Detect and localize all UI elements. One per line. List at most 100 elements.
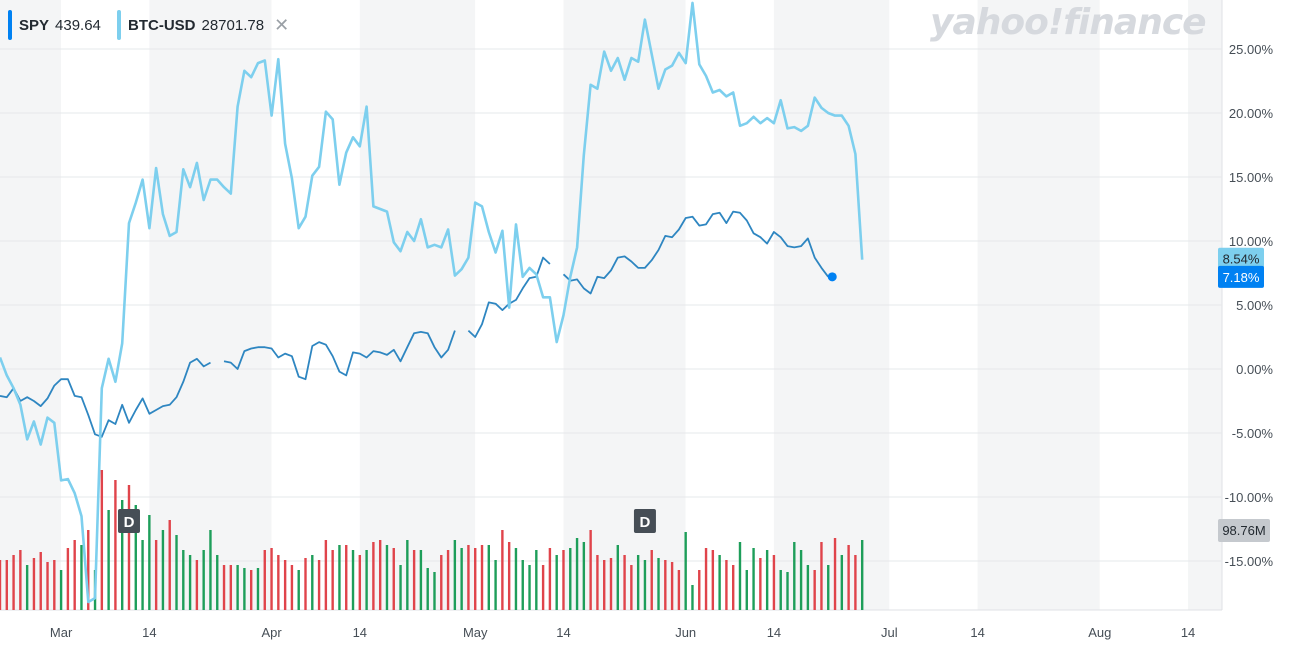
volume-bar [494,560,497,610]
y-tick-label: 0.00% [1236,362,1273,377]
volume-bar [324,540,328,610]
volume-bar [378,540,382,610]
volume-bar [711,550,715,610]
volume-bar [25,565,29,610]
volume-bar [440,555,443,610]
volume-bar [765,550,769,610]
volume-bar [860,540,864,610]
x-tick-label: 14 [1181,625,1195,640]
legend-spy[interactable]: SPY 439.64 [8,8,101,42]
close-icon[interactable]: ✕ [274,14,290,35]
volume-bar [670,562,674,610]
volume-bar [569,548,572,610]
volume-bar [507,542,511,610]
yahoo-finance-watermark: yahoo!finance [930,2,1207,43]
dividend-marker [633,509,656,533]
volume-bar [12,555,15,610]
volume-bar [80,545,83,610]
volume-bar [467,545,470,610]
volume-badge [1218,519,1270,542]
y-tick-label: 25.00% [1229,42,1274,57]
volume-bar [677,570,681,610]
series-line-btcusd [0,1,864,604]
volume-bar [433,572,436,610]
volume-bar [297,570,300,610]
x-tick-label: Jun [675,625,696,640]
volume-bar [501,530,504,610]
volume-bar [487,545,490,610]
spy-symbol: SPY [19,16,50,34]
volume-bar [718,555,721,610]
y-tick-label: 15.00% [1229,170,1274,185]
legend-btc[interactable]: BTC-USD 28701.78 ✕ [117,8,289,42]
volume-bar [100,470,104,610]
x-tick-label: Aug [1088,625,1111,640]
volume-bar [643,560,647,610]
volume-bar [195,560,199,610]
volume-bar [793,542,796,610]
volume-bar [759,558,762,610]
x-tick-label: Jul [881,625,898,640]
btc-end-label: 8.54% [1223,252,1260,267]
volume-bar [582,542,586,610]
dividend-marker-label: D [124,514,135,531]
volume-bar [154,540,158,610]
volume-bar [650,550,653,610]
volume-bar [5,560,8,610]
volume-bar [535,550,538,610]
volume-bar [752,548,755,610]
series-line-spy [0,210,829,438]
volume-bar [249,570,253,610]
volume-bar [53,560,56,610]
btc-end-badge [1218,247,1264,270]
volume-bar [127,485,131,610]
volume-bar [32,558,36,610]
volume-bar [39,552,42,610]
spy-end-dot [827,272,837,282]
volume-bar [351,550,355,610]
volume-bar [521,560,524,610]
x-tick-label: 14 [767,625,781,640]
volume-bar [222,565,226,610]
volume-bar [833,538,837,610]
volume-bar [317,560,321,610]
volume-bar [392,548,395,610]
volume-bar [134,505,137,610]
volume-bar [107,510,110,610]
x-tick-label: May [463,625,488,640]
volume-bar [256,568,260,610]
volume-bar [623,555,626,610]
volume-bar [87,530,90,610]
volume-bar [603,560,606,610]
x-tick-label: Mar [50,625,73,640]
volume-bar [277,555,280,610]
volume-bar [345,545,348,610]
volume-bar [59,570,63,610]
volume-bar [121,500,124,610]
volume-bar [698,570,701,610]
volume-bar [691,585,694,610]
volume-bar [541,565,545,610]
dividend-marker-label: D [640,514,651,531]
volume-bar [399,565,402,610]
volume-bar [528,565,531,610]
volume-bar [562,550,565,610]
spy-value: 439.64 [55,16,101,34]
volume-bar [745,570,748,610]
volume-bar [331,550,334,610]
volume-bar [175,535,178,610]
volume-bar [236,565,239,610]
volume-bar [141,540,144,610]
x-axis-ticks: Mar 14 Apr 14 May 14 Jun 14 Jul 14 Aug 14 [50,625,1195,640]
volume-bar [657,558,660,610]
volume-bar [738,542,742,610]
volume-bar [684,532,687,610]
volume-bar [548,548,552,610]
volume-bar [365,550,368,610]
volume-bar [847,545,850,610]
volume-bar [460,548,463,610]
y-tick-label: -5.00% [1232,426,1274,441]
btc-symbol: BTC-USD [128,16,196,34]
